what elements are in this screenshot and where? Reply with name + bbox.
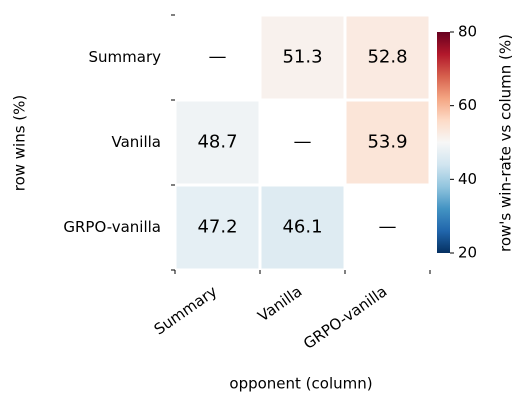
cell-label: 51.3 [282,47,322,68]
cell [176,186,259,269]
frame-ticks [171,14,431,274]
y-tick-label: Vanilla [112,133,162,151]
cell [261,16,344,99]
colorbar-tick-label: 20 [458,244,477,262]
colorbar-tick-label: 40 [458,170,477,188]
y-tick-label: GRPO-vanilla [63,218,161,236]
cell [176,101,259,184]
cell-label: — [379,217,397,238]
cell-label: 52.8 [367,47,407,68]
y-axis-label: row wins (%) [11,95,29,192]
cell [346,101,429,184]
cell-label: 46.1 [282,217,322,238]
colorbar-tick-label: 80 [458,23,477,41]
x-tick-label: GRPO-vanilla [300,282,390,353]
cell-label: — [209,47,227,68]
colorbar-tick-label: 60 [458,96,477,114]
x-axis-label: opponent (column) [229,375,372,393]
cell-label: 47.2 [197,217,237,238]
cell [261,186,344,269]
colorbar-label: row's win-rate vs column (%) [497,34,512,252]
y-tick-label: Summary [89,48,162,66]
cell [346,16,429,99]
cell-label: — [294,132,312,153]
colorbar [437,32,450,253]
x-tick-label: Vanilla [255,282,306,325]
cell-label: 48.7 [197,132,237,153]
cell-label: 53.9 [367,132,407,153]
x-tick-label: Summary [151,282,221,338]
